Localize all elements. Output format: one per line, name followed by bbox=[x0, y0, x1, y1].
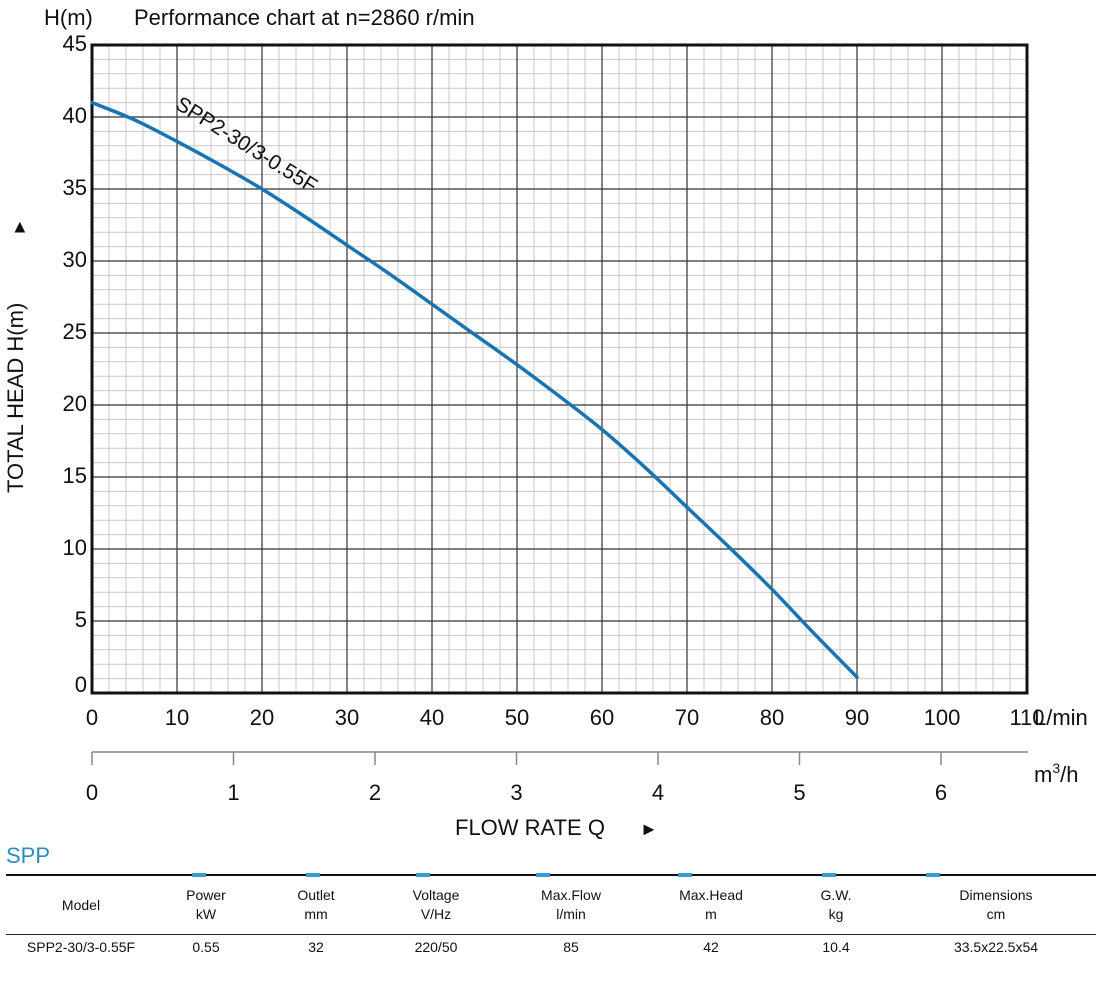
secondary-x-axis: 0 1 2 3 4 5 6 bbox=[86, 751, 1028, 805]
spec-table: Model Power kW Outlet mm Voltage V/Hz Max.F… bbox=[6, 876, 1096, 959]
header-dimensions: Dimensions cm bbox=[896, 876, 1096, 935]
rule-accent bbox=[822, 873, 836, 877]
header-max-flow: Max.Flow l/min bbox=[496, 876, 646, 935]
y-tick-label: 10 bbox=[63, 535, 87, 560]
x2-tick-label: 4 bbox=[652, 780, 664, 805]
x2-tick-label: 6 bbox=[935, 780, 947, 805]
header-model: Model bbox=[6, 876, 156, 935]
x2-tick-label: 0 bbox=[86, 780, 98, 805]
x-tick-label: 100 bbox=[924, 705, 961, 730]
x2-tick-label: 1 bbox=[227, 780, 239, 805]
rule-accent bbox=[416, 873, 430, 877]
x-tick-label: 50 bbox=[505, 705, 529, 730]
header-gross-weight: G.W. kg bbox=[776, 876, 896, 935]
y-unit-label: H(m) bbox=[44, 5, 93, 30]
y-axis-arrow: ► bbox=[9, 218, 29, 236]
plot-frame bbox=[90, 43, 1029, 695]
table-top-rule bbox=[6, 873, 1096, 877]
x-tick-label: 110 bbox=[1009, 705, 1044, 730]
x-tick-label: 80 bbox=[760, 705, 784, 730]
x-axis-label: FLOW RATE Q bbox=[455, 815, 605, 840]
rule-accent bbox=[192, 873, 206, 877]
major-grid bbox=[92, 45, 1027, 693]
x-tick-label: 90 bbox=[845, 705, 869, 730]
rule-accent bbox=[678, 873, 692, 877]
y-tick-label: 20 bbox=[63, 391, 87, 416]
cell-weight: 10.4 bbox=[822, 939, 850, 955]
cell-dimensions: 33.5x22.5x54 bbox=[953, 939, 1039, 955]
rule-accent bbox=[926, 873, 940, 877]
y-tick-label: 0 bbox=[75, 672, 87, 697]
x-tick-labels: 0 10 20 30 40 50 60 70 80 90 100 110 bbox=[86, 705, 1045, 730]
y-tick-label: 30 bbox=[63, 247, 87, 272]
series-title: SPP bbox=[6, 843, 51, 868]
x-tick-label: 0 bbox=[86, 705, 98, 730]
x2-tick-label: 5 bbox=[793, 780, 805, 805]
header-power: Power kW bbox=[156, 876, 256, 935]
cell-power: 0.55 bbox=[192, 939, 220, 955]
x-tick-label: 30 bbox=[335, 705, 359, 730]
chart-title: Performance chart at n=2860 r/min bbox=[134, 5, 475, 30]
x2-unit-label: m3/h bbox=[1034, 760, 1078, 787]
series-line bbox=[90, 100, 859, 679]
x2-tick-label: 3 bbox=[510, 780, 522, 805]
y-tick-label: 40 bbox=[63, 103, 87, 128]
minor-grid bbox=[92, 45, 1027, 693]
cell-outlet: 32 bbox=[308, 939, 324, 955]
cell-max-flow: 85 bbox=[563, 939, 579, 955]
rule-accent bbox=[306, 873, 320, 877]
y-tick-labels: 0 5 10 15 20 25 30 35 40 45 bbox=[63, 31, 87, 697]
x2-tick-label: 2 bbox=[369, 780, 381, 805]
cell-voltage: 220/50 bbox=[414, 939, 458, 955]
header-outlet: Outlet mm bbox=[256, 876, 376, 935]
cell-model: SPP2-30/3-0.55F bbox=[26, 939, 136, 955]
y-tick-label: 35 bbox=[63, 175, 87, 200]
header-max-head: Max.Head m bbox=[646, 876, 776, 935]
y-tick-label: 25 bbox=[63, 319, 87, 344]
x-tick-label: 10 bbox=[165, 705, 189, 730]
x-unit-label: L/min bbox=[1034, 705, 1088, 730]
y-tick-label: 5 bbox=[75, 607, 87, 632]
x-tick-label: 70 bbox=[675, 705, 699, 730]
y-tick-label: 45 bbox=[63, 31, 87, 56]
x-tick-label: 60 bbox=[590, 705, 614, 730]
y-axis-label: TOTAL HEAD H(m) bbox=[3, 303, 28, 493]
spec-header-row: Model Power kW Outlet mm Voltage V/Hz Max.F… bbox=[6, 876, 1096, 935]
x-tick-label: 40 bbox=[420, 705, 444, 730]
header-voltage: Voltage V/Hz bbox=[376, 876, 496, 935]
x-axis-arrow: ► bbox=[640, 819, 658, 839]
cell-max-head: 42 bbox=[703, 939, 719, 955]
spec-row: SPP2-30/3-0.55F 0.55 32 220/50 85 42 10.… bbox=[6, 935, 1096, 960]
x-tick-label: 20 bbox=[250, 705, 274, 730]
y-tick-label: 15 bbox=[63, 463, 87, 488]
rule-accent bbox=[536, 873, 550, 877]
